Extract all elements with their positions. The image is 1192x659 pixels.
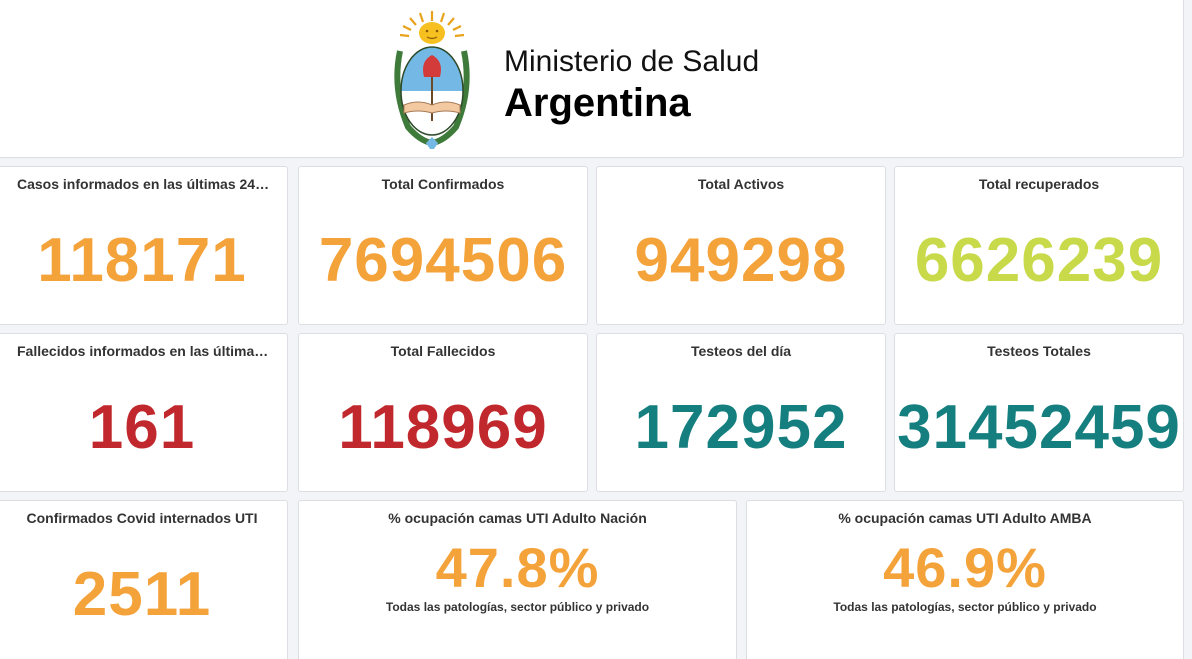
card-value: 47.8% [435, 536, 600, 599]
card-title: % ocupación camas UTI Adulto AMBA [838, 510, 1092, 526]
card-casos-24h: Casos informados en las últimas 24 horas… [0, 166, 288, 325]
card-title: Total Fallecidos [390, 343, 496, 359]
card-value: 6626239 [914, 226, 1164, 295]
card-subtitle: Todas las patologías, sector público y p… [833, 600, 1097, 614]
national-coat-of-arms-icon [394, 11, 470, 149]
card-title: Confirmados Covid internados UTI [26, 510, 258, 526]
card-testeos-totales: Testeos Totales 31452459 [894, 333, 1184, 492]
card-value: 31452459 [897, 393, 1181, 462]
card-title: Fallecidos informados en las últimas 24 … [17, 343, 287, 359]
card-value: 172952 [634, 393, 848, 462]
card-title: Total recuperados [978, 176, 1100, 192]
card-value: 118171 [37, 226, 247, 295]
country-name: Argentina [504, 81, 691, 125]
card-total-recuperados: Total recuperados 6626239 [894, 166, 1184, 325]
card-total-confirmados: Total Confirmados 7694506 [298, 166, 588, 325]
card-title: Testeos Totales [987, 343, 1091, 359]
card-total-activos: Total Activos 949298 [596, 166, 886, 325]
ministry-name: Ministerio de Salud [504, 45, 760, 78]
card-value: 161 [88, 393, 196, 462]
card-title: Testeos del día [690, 343, 792, 359]
card-title: Total Confirmados [381, 176, 505, 192]
card-value: 949298 [634, 226, 848, 295]
card-fallecidos-24h: Fallecidos informados en las últimas 24 … [0, 333, 288, 492]
card-title: Total Activos [697, 176, 785, 192]
card-value: 118969 [338, 393, 548, 462]
card-subtitle: Todas las patologías, sector público y p… [385, 600, 650, 614]
card-total-fallecidos: Total Fallecidos 118969 [298, 333, 588, 492]
card-value: 46.9% [883, 536, 1047, 599]
card-title: Casos informados en las últimas 24 horas [17, 176, 287, 192]
card-ocupacion-nacion: % ocupación camas UTI Adulto Nación 47.8… [298, 500, 737, 659]
card-title: % ocupación camas UTI Adulto Nación [388, 510, 647, 526]
header-banner: Ministerio de Salud Argentina [0, 0, 1184, 158]
card-internados-uti: Confirmados Covid internados UTI 2511 [0, 500, 288, 659]
card-ocupacion-amba: % ocupación camas UTI Adulto AMBA 46.9% … [746, 500, 1184, 659]
card-testeos-dia: Testeos del día 172952 [596, 333, 886, 492]
card-value: 2511 [72, 560, 212, 629]
card-value: 7694506 [318, 226, 568, 295]
